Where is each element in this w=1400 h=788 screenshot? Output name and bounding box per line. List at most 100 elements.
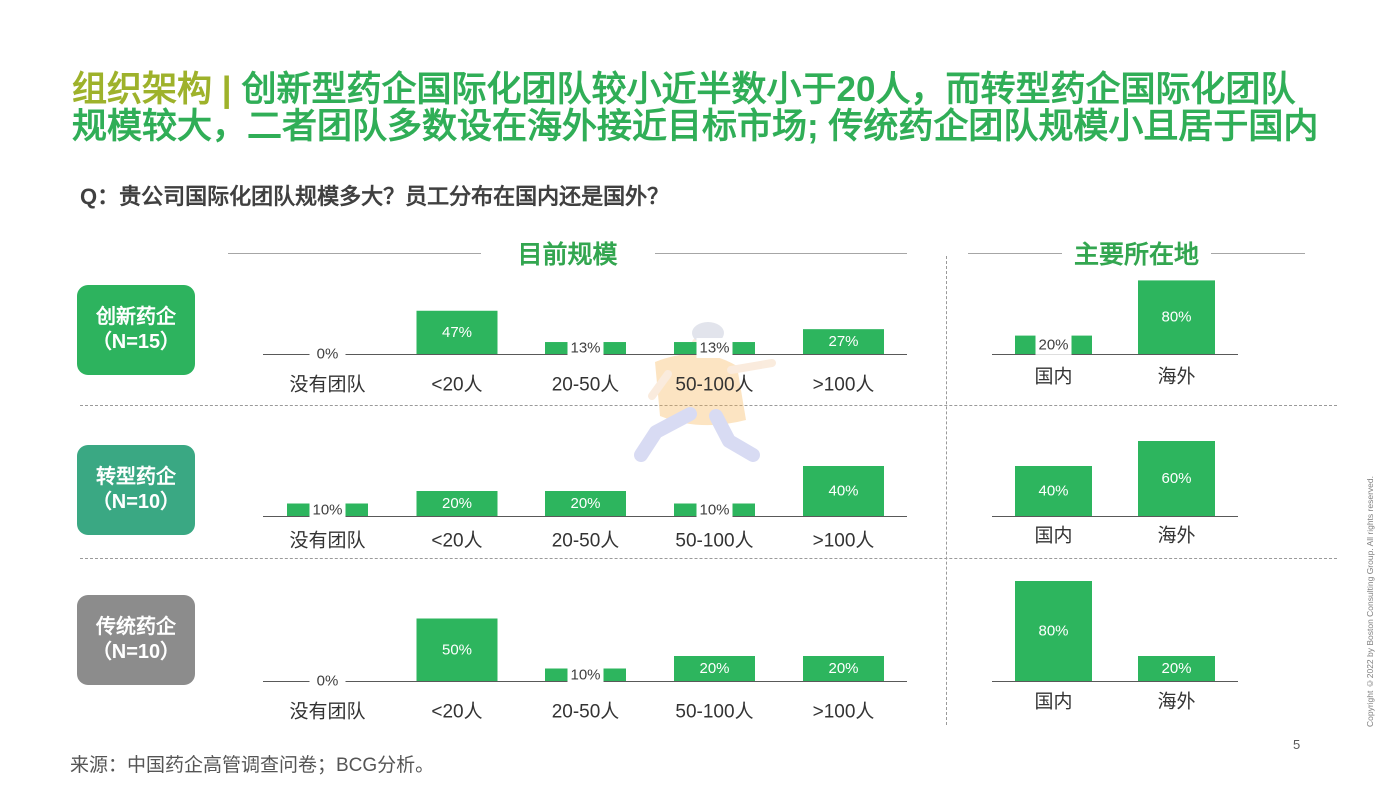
category-label: >100人 (813, 374, 875, 396)
runner-arm (648, 370, 672, 400)
row-divider (80, 558, 1337, 559)
bar (545, 342, 626, 354)
bar (1015, 335, 1092, 354)
bar (416, 491, 498, 516)
data-label: 20% (570, 495, 600, 512)
runner-hair (692, 322, 724, 344)
category-label: 20-50人 (552, 701, 620, 723)
bar (1015, 466, 1092, 516)
data-label: 20% (1161, 660, 1191, 677)
row-label-innovative: 创新药企 （N=15） (77, 285, 195, 375)
category-label: 50-100人 (675, 374, 753, 396)
data-label: 50% (442, 641, 472, 658)
category-label: 国内 (1034, 366, 1072, 388)
bar (674, 342, 755, 354)
category-label: 没有团队 (289, 530, 365, 552)
runner-leg (634, 407, 697, 462)
row-sample-size: （N=10） (91, 641, 181, 663)
data-label: 47% (442, 324, 472, 341)
data-label: 13% (570, 340, 600, 357)
data-label-background (309, 499, 346, 520)
data-label: 60% (1161, 470, 1191, 487)
survey-question: Q：贵公司国际化团队规模多大？员工分布在国内还是国外？ (80, 184, 670, 209)
bar (803, 329, 884, 354)
data-label: 20% (1038, 336, 1068, 353)
data-label: 40% (1038, 483, 1068, 500)
bar (803, 466, 884, 516)
category-label: <20人 (431, 701, 482, 723)
runner-torso (655, 353, 746, 426)
category-label: 50-100人 (675, 701, 753, 723)
data-label-background (309, 671, 346, 691)
bar (416, 618, 498, 681)
bar (416, 310, 498, 354)
category-label: 没有团队 (289, 374, 365, 396)
category-label: <20人 (431, 374, 482, 396)
data-label-background (309, 344, 346, 364)
header-rule-right (654, 252, 908, 254)
category-label: 50-100人 (675, 530, 753, 552)
data-label: 80% (1161, 309, 1191, 326)
row-label-text: 创新药企 (96, 306, 176, 328)
row-label-text: 传统药企 (96, 616, 176, 638)
chart-row-2-team-size: 10% 没有团队 20% <20人 20% 20-50人 10% 50-100人 40% >100… (263, 466, 907, 552)
data-label-background (696, 499, 733, 520)
data-label: 10% (312, 501, 342, 518)
section-header-text: 主要所在地 (1074, 241, 1200, 269)
data-label-background (696, 338, 733, 359)
header-rule-right (1211, 252, 1306, 254)
chart-row-2-location: 40% 国内 60% 海外 (992, 441, 1238, 547)
data-label: 40% (828, 483, 858, 500)
row-divider (80, 405, 1337, 406)
category-label: >100人 (813, 530, 875, 552)
data-label: 80% (1038, 623, 1068, 640)
data-label: 27% (828, 333, 858, 350)
panel-divider-vertical (946, 256, 947, 725)
source-note: 来源：中国药企高管调查问卷；BCG分析。 (70, 755, 435, 776)
bar (545, 491, 626, 516)
category-label: 国内 (1034, 525, 1072, 547)
bar (1138, 441, 1215, 516)
section-header-location: 主要所在地 (968, 236, 1306, 270)
section-header-current-size: 目前规模 (228, 236, 908, 270)
runner-leg (709, 409, 760, 462)
data-label: 0% (317, 346, 339, 363)
category-label: 没有团队 (289, 701, 365, 723)
data-label: 10% (699, 501, 729, 518)
category-label: 海外 (1157, 525, 1195, 547)
title-text-1: 创新型药企国际化团队较小近半数小于20人，而转型药企国际化团队 (241, 70, 1296, 109)
section-header-text: 目前规模 (517, 241, 618, 269)
bar (803, 656, 884, 681)
category-label: 国内 (1034, 691, 1072, 713)
category-label: 20-50人 (552, 530, 620, 552)
data-label: 0% (317, 673, 339, 690)
row-sample-size: （N=10） (91, 491, 181, 513)
row-label-text: 转型药企 (96, 466, 176, 488)
title-line-2: 规模较大，二者团队多数设在海外接近目标市场; 传统药企团队规模小且居于国内 (72, 108, 1318, 145)
title-text-2: 规模较大，二者团队多数设在海外接近目标市场; 传统药企团队规模小且居于国内 (72, 107, 1319, 146)
row-label-traditional: 传统药企 （N=10） (77, 595, 195, 685)
charts-layer: 0% 没有团队 47% <20人 13% 20-50人 13% 50-100人 27% >100人… (263, 280, 1238, 723)
category-label: 海外 (1157, 366, 1195, 388)
data-label-background (1035, 334, 1072, 355)
data-label: 20% (699, 660, 729, 677)
category-label: >100人 (813, 701, 875, 723)
bar (1015, 581, 1092, 681)
bar (674, 656, 755, 681)
chart-row-3-team-size: 0% 没有团队 50% <20人 10% 20-50人 20% 50-100人 20% >100人 (263, 618, 907, 723)
chart-row-3-location: 80% 国内 20% 海外 (992, 581, 1238, 713)
bar (287, 503, 368, 516)
bar (1138, 656, 1215, 681)
data-label: 20% (828, 660, 858, 677)
runner-arm (727, 359, 776, 374)
bar (674, 503, 755, 516)
runner-illustration (634, 322, 776, 462)
category-label: <20人 (431, 530, 482, 552)
page-title: 组织架构 | 创新型药企国际化团队较小近半数小于20人，而转型药企国际化团队 规模… (72, 71, 1318, 145)
category-label: 20-50人 (552, 374, 620, 396)
header-rule-left (228, 252, 481, 254)
data-label: 10% (570, 666, 600, 683)
bar (545, 668, 626, 681)
chart-row-1-team-size: 0% 没有团队 47% <20人 13% 20-50人 13% 50-100人 27% >100人 (263, 310, 907, 396)
runner-face (691, 336, 711, 356)
